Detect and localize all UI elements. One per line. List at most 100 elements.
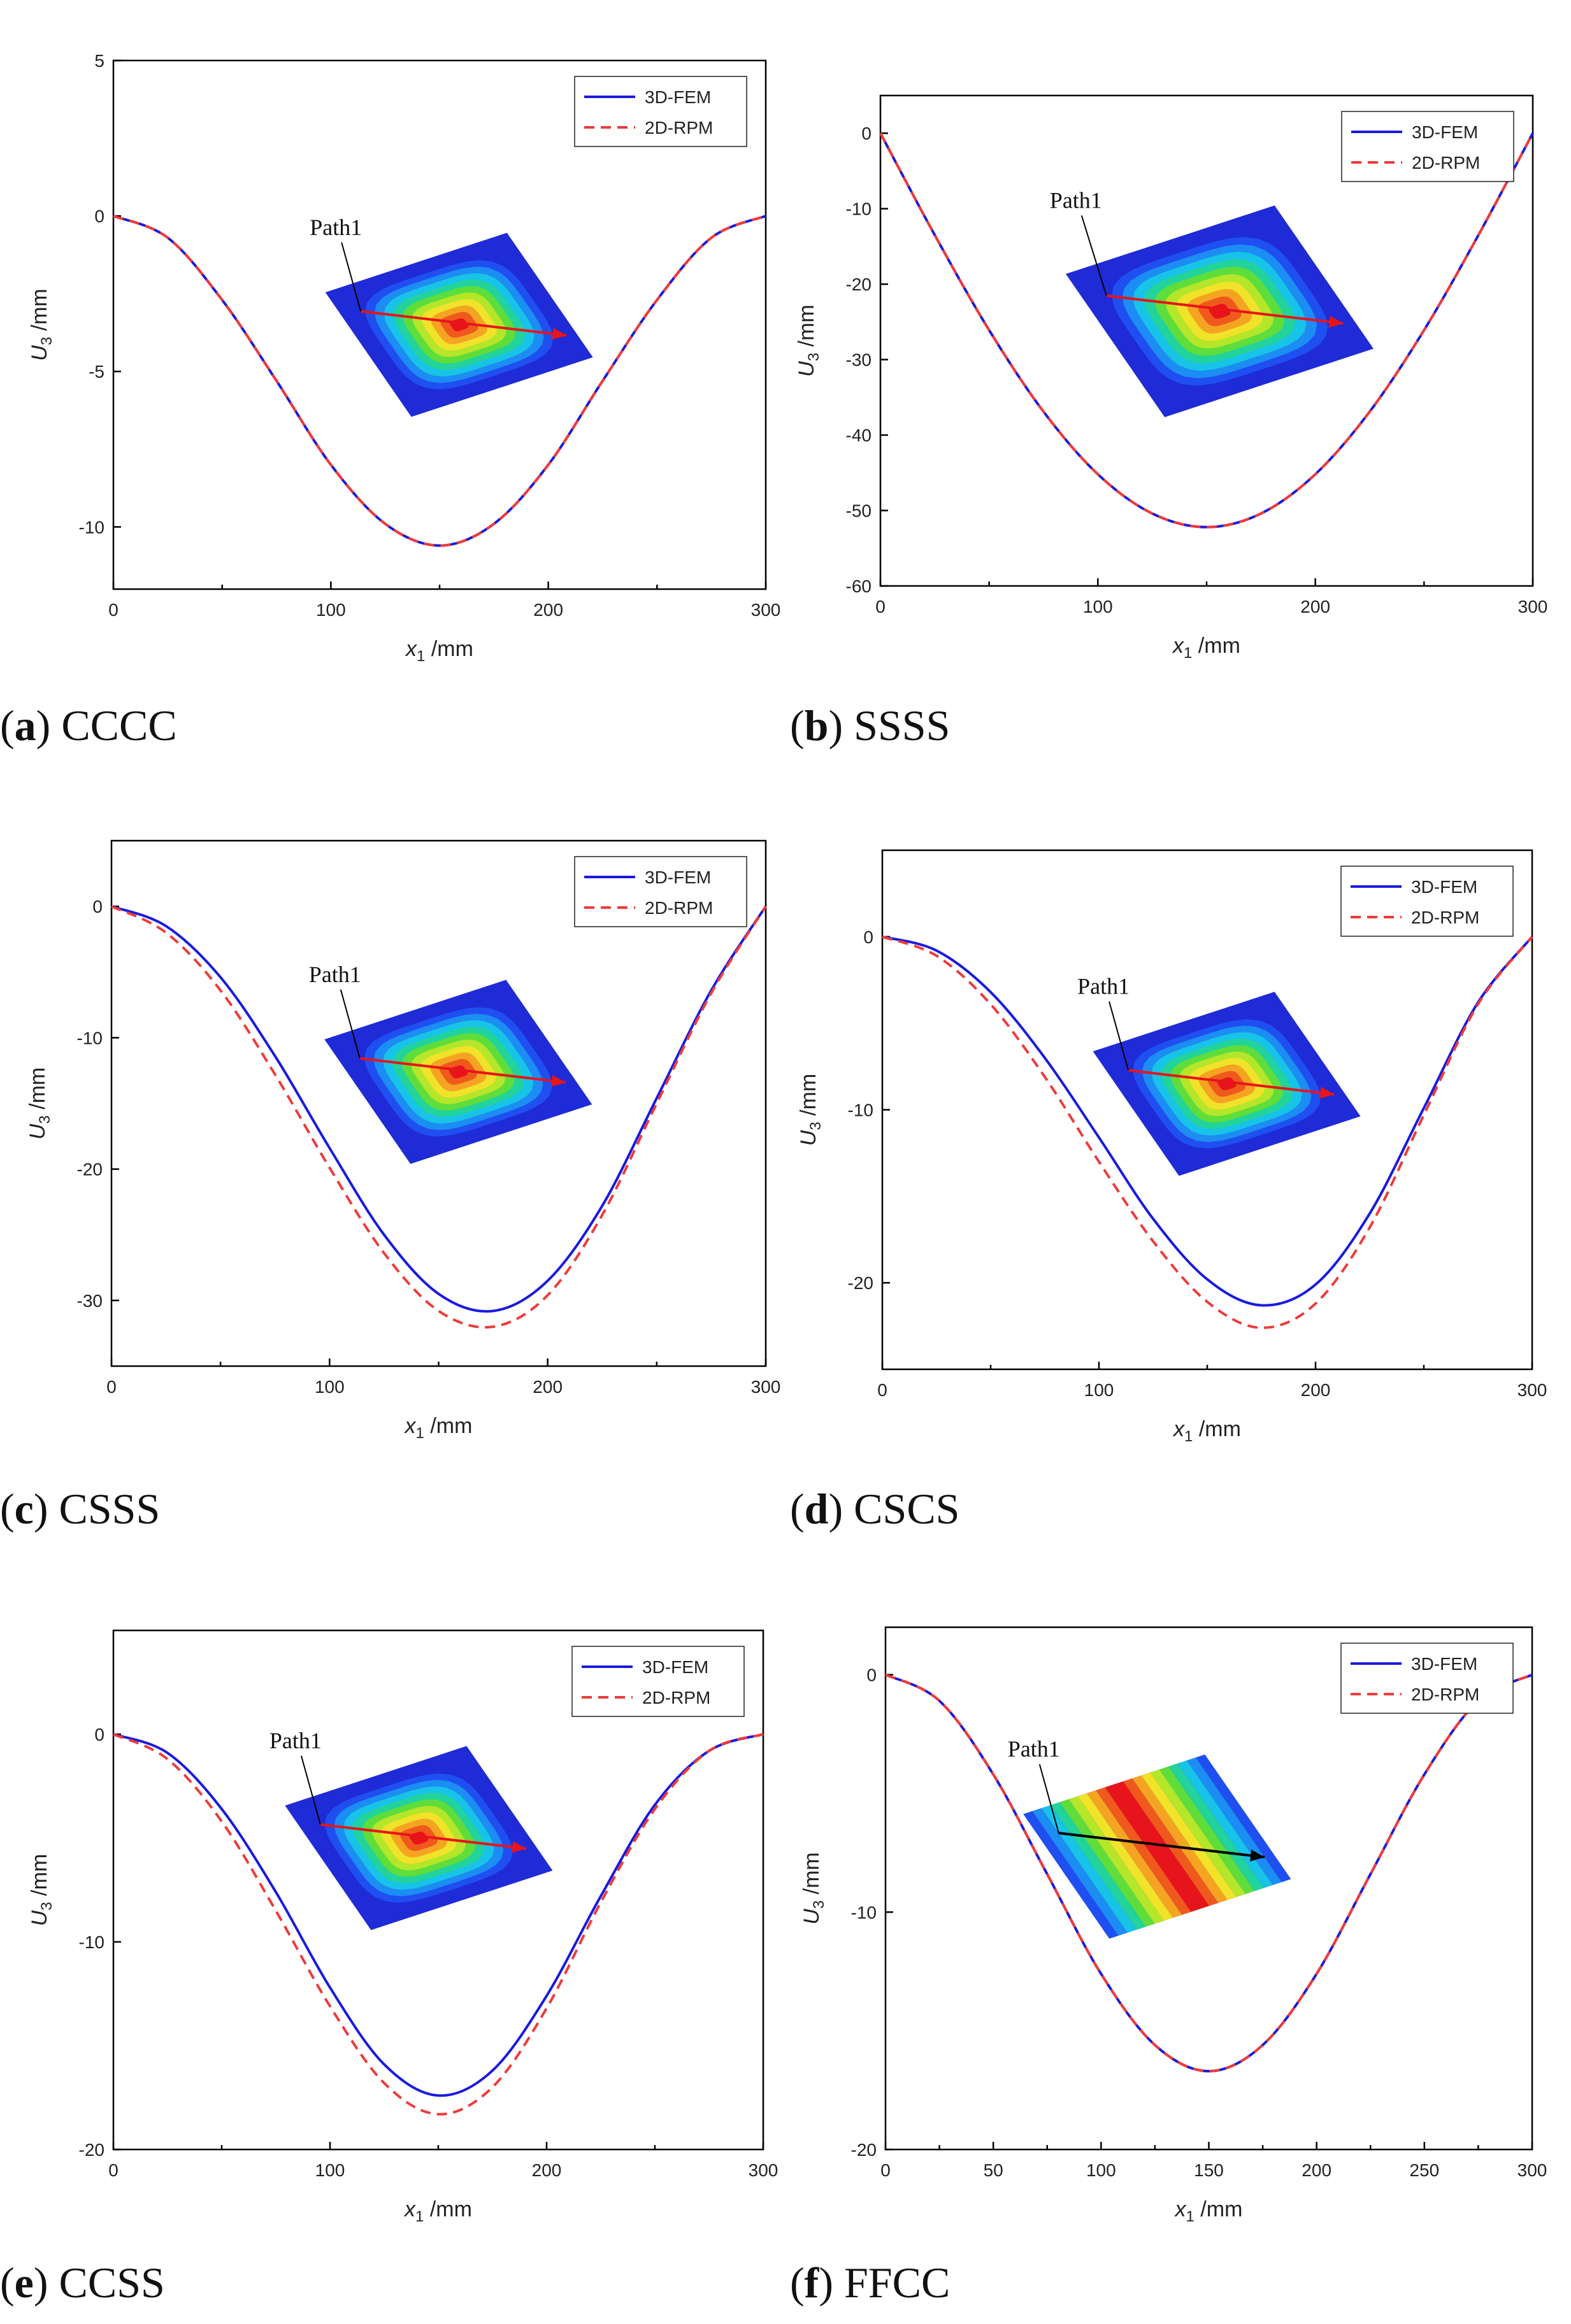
y-tick-label: 0 — [861, 124, 872, 143]
x-axis-label: x1 /mm — [1174, 2197, 1243, 2225]
x-tick-label: 100 — [1086, 2160, 1116, 2180]
path-label: Path1 — [309, 962, 361, 987]
legend-label-rpm: 2D-RPM — [645, 898, 713, 918]
y-tick-label: -20 — [851, 2140, 877, 2160]
path-arrow — [1128, 1069, 1335, 1096]
x-axis-label: x1 /mm — [1172, 634, 1240, 662]
x-tick-label: 0 — [877, 1380, 887, 1400]
caption-f: (f) FFCC — [790, 2258, 950, 2307]
y-tick-label: -10 — [79, 1932, 104, 1952]
legend-label-fem: 3D-FEM — [1411, 1654, 1477, 1674]
legend — [1341, 111, 1514, 182]
x-tick-label: 300 — [749, 2160, 778, 2180]
y-tick-label: -5 — [89, 362, 104, 381]
legend — [571, 1646, 745, 1717]
legend — [1340, 1643, 1514, 1714]
series-2d-rpm — [882, 935, 1533, 1329]
x-tick-label: 200 — [533, 600, 563, 620]
legend-label-fem: 3D-FEM — [645, 867, 711, 887]
series-2d-rpm — [885, 1673, 1533, 2073]
path-arrowhead — [552, 327, 567, 340]
x-tick-label: 300 — [751, 600, 781, 620]
series-2d-rpm — [111, 905, 767, 1329]
y-tick-label: -10 — [851, 1902, 877, 1922]
x-tick-label: 200 — [532, 2160, 562, 2180]
contour-band — [1059, 1799, 1155, 1927]
legend-label-rpm: 2D-RPM — [645, 118, 713, 138]
x-tick-label: 300 — [1518, 597, 1548, 617]
path-label: Path1 — [1050, 187, 1102, 213]
path-arrowhead — [1319, 1087, 1335, 1099]
x-tick-label: 0 — [108, 2160, 118, 2180]
legend-label-fem: 3D-FEM — [645, 87, 711, 107]
path-label: Path1 — [1077, 974, 1130, 999]
series-2d-rpm — [113, 1733, 764, 2116]
y-axis-label: U3 /mm — [27, 1854, 55, 1926]
contour-band — [1150, 1769, 1246, 1897]
x-tick-label: 100 — [315, 2160, 345, 2180]
y-axis-label: U3 /mm — [27, 289, 55, 360]
y-tick-label: -30 — [846, 350, 872, 370]
contour-band — [1096, 1787, 1191, 1915]
chart-d: 0 100 200 300 0 -10 -20 x1 /mm U3 /mm Path1 3D-FEM… — [796, 849, 1547, 1445]
y-axis-label: U3 /mm — [25, 1067, 54, 1139]
y-tick-label: -10 — [848, 1101, 873, 1120]
x-tick-label: 50 — [984, 2160, 1003, 2180]
path-arrowhead — [512, 1841, 527, 1853]
chart-f: 0 50 100 150 200 250 300 0 -10 -20 x1 /mm U3 /mm Pat… — [800, 1626, 1547, 2225]
y-tick-label: 5 — [94, 51, 104, 71]
legend-label-rpm: 2D-RPM — [642, 1688, 710, 1707]
y-tick-label: -30 — [77, 1291, 103, 1311]
chart-a: 0 100 200 300 5 0 -5 -10 x1 /mm U3 /mm Path1 3D-FEM… — [27, 51, 780, 665]
x-tick-label: 100 — [315, 1377, 345, 1397]
contour-band — [1159, 1766, 1255, 1894]
contour-band — [1068, 1796, 1164, 1924]
y-tick-label: -20 — [77, 1160, 103, 1180]
y-tick-label: -20 — [846, 274, 872, 294]
legend-label-rpm: 2D-RPM — [1411, 1685, 1479, 1704]
series-3d-fem — [113, 1733, 764, 2097]
path-callout-line — [340, 989, 361, 1059]
caption-a: (a) CCCC — [0, 701, 177, 750]
x-tick-label: 100 — [316, 600, 346, 620]
path-arrow — [1058, 1832, 1265, 1858]
x-tick-label: 200 — [1301, 1380, 1331, 1400]
path-arrowhead — [1250, 1850, 1265, 1862]
contour-band — [1141, 1772, 1237, 1900]
path-callout-line — [300, 1755, 321, 1825]
y-tick-label: -40 — [846, 425, 872, 445]
path-arrowhead — [1328, 316, 1344, 328]
y-tick-label: 0 — [863, 927, 873, 947]
x-tick-label: 300 — [751, 1377, 781, 1397]
contour-band — [1041, 1805, 1137, 1933]
legend — [1340, 866, 1514, 937]
path-callout-line — [341, 242, 362, 312]
chart-e: 0 100 200 300 0 -10 -20 x1 /mm U3 /mm Path1 3D-FEM… — [27, 1629, 778, 2225]
y-tick-label: -60 — [846, 576, 872, 596]
path-label: Path1 — [1008, 1736, 1060, 1762]
path-arrow — [320, 1823, 527, 1850]
x-tick-label: 200 — [1302, 2160, 1331, 2180]
y-tick-label: 0 — [92, 897, 103, 916]
x-tick-label: 250 — [1409, 2160, 1439, 2180]
contour-band — [1123, 1778, 1219, 1906]
contour-band — [1032, 1808, 1128, 1936]
legend-label-rpm: 2D-RPM — [1411, 908, 1479, 927]
path-callout-line — [1080, 215, 1107, 296]
contour-band — [1105, 1784, 1200, 1912]
series-2d-rpm — [879, 132, 1534, 529]
contour-band — [1196, 1754, 1291, 1883]
x-tick-label: 0 — [106, 1377, 117, 1397]
x-tick-label: 200 — [533, 1377, 563, 1397]
x-tick-label: 200 — [1300, 597, 1330, 617]
path-label: Path1 — [310, 215, 362, 240]
x-tick-label: 300 — [1517, 1380, 1547, 1400]
contour-band — [1077, 1793, 1173, 1921]
x-axis-label: x1 /mm — [1172, 1417, 1241, 1445]
path-arrow — [359, 1057, 566, 1084]
y-tick-label: 0 — [94, 206, 104, 226]
y-tick-label: 0 — [866, 1665, 877, 1685]
y-axis-label: U3 /mm — [796, 1074, 824, 1146]
x-tick-label: 300 — [1517, 2160, 1547, 2180]
